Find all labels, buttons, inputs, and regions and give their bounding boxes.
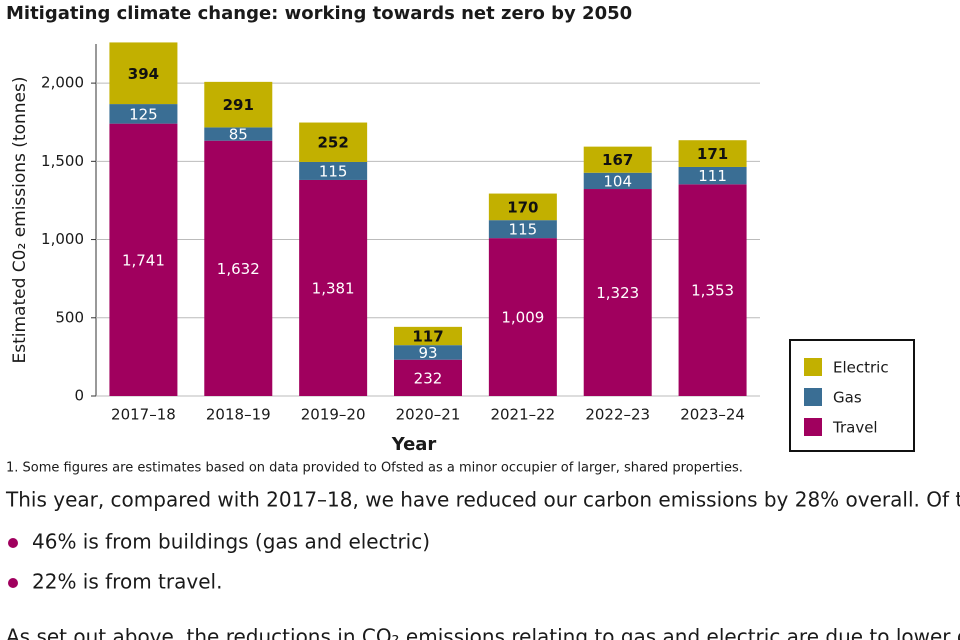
data-label: 394 [128,65,159,83]
bar-segment [488,193,557,221]
data-label: 1,381 [312,279,355,297]
legend-swatch [804,418,822,436]
data-label: 1,353 [691,282,734,300]
data-label: 291 [223,96,254,114]
data-label: 232 [414,369,443,387]
data-label: 167 [602,151,633,169]
bullet-dot [8,538,18,548]
x-tick-label: 2019–20 [301,406,366,424]
chart-title: Mitigating climate change: working towar… [6,3,632,24]
data-label: 85 [229,126,248,144]
bar-segment [204,81,273,128]
bar-segment [109,123,178,396]
y-tick-label: 2,000 [41,74,84,92]
bar-segment [488,220,557,239]
data-label: 170 [507,198,538,216]
legend-label: Gas [833,389,862,407]
data-label: 252 [317,134,348,152]
bar-segment [299,179,368,396]
bar-segment [583,146,652,173]
data-label: 93 [418,344,437,362]
data-label: 1,009 [501,309,544,327]
legend-swatch [804,358,822,376]
legend-swatch [804,388,822,406]
y-tick-label: 500 [55,308,84,326]
y-tick-label: 1,000 [41,230,84,248]
x-tick-label: 2021–22 [490,406,555,424]
bar-segment [394,345,462,360]
data-label: 1,323 [596,284,639,302]
bar-segment [299,161,368,180]
bar-segment [109,104,178,124]
data-label: 104 [603,172,632,190]
x-tick-label: 2018–19 [206,406,271,424]
bar-segment [583,172,652,190]
bar-segment [204,140,273,396]
data-label: 125 [129,105,158,123]
bar-segment [204,127,273,141]
data-label: 1,632 [217,260,260,278]
bar-segment [678,140,747,167]
data-label: 115 [509,221,538,239]
bullet-text: 46% is from buildings (gas and electric) [32,530,430,554]
bar-segment [488,238,557,396]
bullet-dot [8,578,18,588]
bullet-text: 22% is from travel. [32,570,222,594]
bar-segment [394,326,462,346]
bar-segment [109,42,178,105]
bar-segment [583,189,652,396]
data-label: 115 [319,162,348,180]
x-tick-label: 2022–23 [585,406,650,424]
y-tick-label: 1,500 [41,152,84,170]
x-tick-label: 2020–21 [396,406,461,424]
paragraph: This year, compared with 2017–18, we hav… [5,488,960,512]
y-axis-label: Estimated C0₂ emissions (tonnes) [10,77,30,364]
bar-segment [678,184,747,396]
paragraph: As set out above, the reductions in CO₂ … [6,625,960,640]
x-tick-label: 2023–24 [680,406,745,424]
bar-segment [299,122,368,162]
data-label: 171 [697,145,728,163]
data-label: 1,741 [122,251,165,269]
legend-label: Travel [832,419,878,437]
x-axis-label: Year [391,434,437,455]
data-label: 117 [412,328,443,346]
x-tick-label: 2017–18 [111,406,176,424]
legend-label: Electric [833,359,889,377]
bar-segment [394,359,462,396]
bar-segment [678,166,747,185]
footnote: 1. Some figures are estimates based on d… [6,461,743,476]
data-label: 111 [698,167,727,185]
y-tick-label: 0 [74,387,84,405]
